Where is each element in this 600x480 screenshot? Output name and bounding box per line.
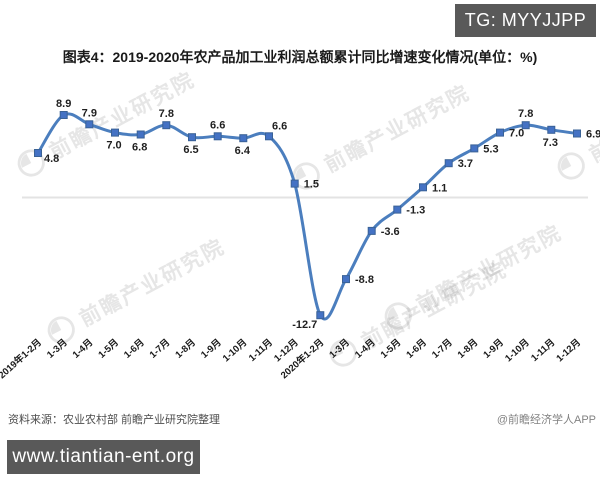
- data-label: -8.8: [355, 274, 374, 286]
- data-point-marker: [136, 130, 145, 139]
- data-label: 1.5: [304, 179, 319, 191]
- x-axis-label: 1-7月: [148, 337, 173, 361]
- data-label: 6.9: [586, 129, 600, 141]
- series-markers: [34, 111, 581, 320]
- data-label: 6.8: [132, 142, 147, 154]
- tg-watermark-badge: TG: MYYJJPP: [455, 4, 596, 37]
- data-point-marker: [34, 149, 42, 157]
- watermark: 前瞻产业研究院: [11, 64, 200, 183]
- x-axis-label: 1-10月: [503, 337, 532, 364]
- qianzhan-logo-icon: [384, 302, 412, 330]
- watermark: 前瞻产业研究院: [41, 231, 230, 350]
- data-label: 7.8: [159, 108, 174, 120]
- data-label: 7.8: [518, 108, 533, 120]
- x-axis-label: 1-5月: [96, 337, 121, 361]
- x-axis-label: 1-11月: [529, 337, 557, 364]
- data-label: 8.9: [56, 98, 71, 110]
- x-axis-label: 2019年1-2月: [0, 336, 44, 381]
- data-label: 7.9: [82, 107, 97, 119]
- x-axis-label: 1-7月: [430, 337, 455, 361]
- x-axis-label: 1-9月: [199, 337, 224, 361]
- data-point-marker: [213, 132, 222, 141]
- data-label: 1.1: [432, 182, 447, 194]
- data-point-marker: [188, 133, 196, 142]
- data-label: 7.3: [543, 137, 558, 149]
- qianzhan-logo-icon: [557, 152, 585, 180]
- qianzhan-logo-icon: [47, 316, 75, 344]
- x-axis-label: 1-11月: [247, 337, 275, 364]
- data-point-marker: [111, 128, 119, 137]
- data-labels: 4.8 8.9 7.9 7.0 6.8 7.8 6.5 6.6 6.4 6.6 1.5 -12.7 -8…: [44, 98, 600, 331]
- data-point-marker: [59, 111, 68, 119]
- data-label: 7.0: [509, 128, 524, 140]
- series-line: [36, 112, 579, 321]
- data-label: 6.6: [210, 119, 225, 131]
- data-point-marker: [85, 120, 94, 129]
- data-label: -3.6: [381, 226, 400, 238]
- x-axis-label: 1-3月: [45, 337, 70, 361]
- x-axis-label: 1-6月: [122, 337, 147, 361]
- watermark: 前瞻产业研究院: [378, 217, 567, 336]
- data-point-marker: [470, 144, 479, 153]
- x-axis-label: 1-6月: [404, 337, 429, 361]
- data-point-marker: [316, 311, 325, 320]
- qianzhan-logo-icon: [17, 149, 45, 177]
- data-point-marker: [573, 129, 581, 138]
- data-label: 7.0: [106, 140, 121, 152]
- data-point-marker: [265, 132, 273, 141]
- data-label: -1.3: [406, 205, 425, 217]
- data-point-marker: [496, 128, 504, 137]
- data-point-marker: [419, 183, 427, 192]
- data-point-marker: [393, 205, 402, 214]
- data-label: 3.7: [458, 158, 473, 170]
- x-axis-label: 1-12月: [554, 337, 583, 364]
- credit-note: @前瞻经济学人APP: [496, 414, 596, 426]
- x-axis-label: 1-8月: [173, 337, 198, 361]
- data-point-marker: [367, 226, 376, 235]
- data-point-marker: [342, 275, 350, 284]
- x-axis-label: 1-8月: [456, 337, 481, 361]
- data-label: 6.4: [235, 145, 251, 157]
- data-point-marker: [521, 121, 530, 130]
- x-axis-label: 1-4月: [353, 337, 378, 361]
- x-axis-label: 1-10月: [221, 337, 250, 364]
- chart-title: 图表4：2019-2020年农产品加工业利润总额累计同比增速变化情况(单位：%): [62, 49, 538, 65]
- watermark: 前瞻产业研究院: [551, 67, 600, 186]
- data-label: 6.5: [183, 144, 198, 156]
- data-label: 5.3: [483, 143, 498, 155]
- data-point-marker: [444, 159, 453, 168]
- data-source-note: 资料来源：农业农村部 前瞻产业研究院整理: [8, 414, 221, 426]
- x-axis-labels: 2019年1-2月 1-3月 1-4月 1-5月 1-6月 1-7月 1-8月 1-9月1-1…: [0, 336, 583, 381]
- data-point-marker: [547, 125, 556, 134]
- data-point-marker: [162, 121, 171, 130]
- data-label: 6.6: [272, 120, 287, 132]
- site-url-badge: www.tiantian-ent.org: [7, 440, 200, 474]
- data-label: 4.8: [44, 153, 59, 165]
- qianzhan-logo-icon: [329, 339, 357, 367]
- watermark: 前瞻产业研究院: [323, 254, 512, 373]
- x-axis-label: 1-9月: [481, 337, 506, 361]
- data-point-marker: [290, 179, 299, 188]
- x-axis-label: 1-4月: [71, 337, 96, 361]
- x-axis-label: 1-5月: [379, 337, 404, 361]
- x-axis-label: 1-3月: [327, 337, 352, 361]
- data-label: -12.7: [292, 319, 317, 331]
- data-point-marker: [239, 134, 248, 143]
